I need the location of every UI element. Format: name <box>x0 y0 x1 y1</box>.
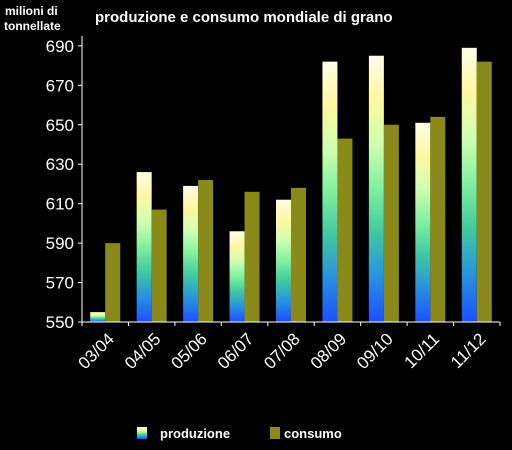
legend-label-produzione: produzione <box>160 426 230 441</box>
legend: produzione consumo <box>137 426 342 441</box>
x-tick-label: 07/08 <box>260 329 304 373</box>
bar-produzione <box>183 185 199 322</box>
y-tick-label: 630 <box>46 155 74 174</box>
y-axis-label-line2: tonnellate <box>4 19 61 33</box>
chart-title: produzione e consumo mondiale di grano <box>95 9 393 26</box>
y-tick-label: 550 <box>46 313 74 332</box>
bar-consumo <box>383 124 399 322</box>
x-tick-label: 06/07 <box>214 329 258 373</box>
y-tick-label: 590 <box>46 234 74 253</box>
bar-consumo <box>337 138 353 322</box>
bar-produzione <box>229 231 245 322</box>
bar-produzione <box>415 122 431 322</box>
legend-swatch-produzione <box>137 427 147 439</box>
x-tick-label: 04/05 <box>121 329 165 373</box>
bar-produzione <box>276 199 291 322</box>
bars <box>90 47 492 323</box>
y-axis: 550 570 590 610 630 650 670 690 <box>46 37 82 332</box>
x-tick-label: 11/12 <box>447 329 490 372</box>
legend-swatch-consumo <box>270 427 280 439</box>
y-tick-label: 690 <box>46 37 74 56</box>
bar-produzione <box>461 47 477 323</box>
bar-consumo <box>151 209 167 322</box>
bar-produzione <box>368 55 384 323</box>
bar-consumo <box>430 116 446 323</box>
y-tick-label: 670 <box>46 76 74 95</box>
bar-consumo <box>244 191 260 322</box>
y-tick-label: 650 <box>46 116 74 135</box>
x-tick-label: 03/04 <box>75 329 119 373</box>
bar-produzione <box>136 172 152 322</box>
y-axis-label-line1: milioni di <box>5 4 58 18</box>
y-tick-label: 610 <box>46 195 74 214</box>
x-axis: 03/04 04/05 05/06 06/07 07/08 08/09 09/10 10/11… <box>75 322 501 373</box>
x-tick-label: 08/09 <box>307 329 351 373</box>
x-tick-label: 09/10 <box>353 329 397 373</box>
x-tick-label: 05/06 <box>167 329 211 373</box>
bar-consumo <box>198 179 214 322</box>
bar-consumo <box>476 61 492 322</box>
legend-label-consumo: consumo <box>284 426 342 441</box>
bar-produzione <box>90 312 106 322</box>
bar-produzione <box>322 61 338 322</box>
x-tick-label: 10/11 <box>401 329 444 372</box>
y-tick-label: 570 <box>46 274 74 293</box>
bar-consumo <box>291 187 306 322</box>
bar-consumo <box>105 243 121 322</box>
